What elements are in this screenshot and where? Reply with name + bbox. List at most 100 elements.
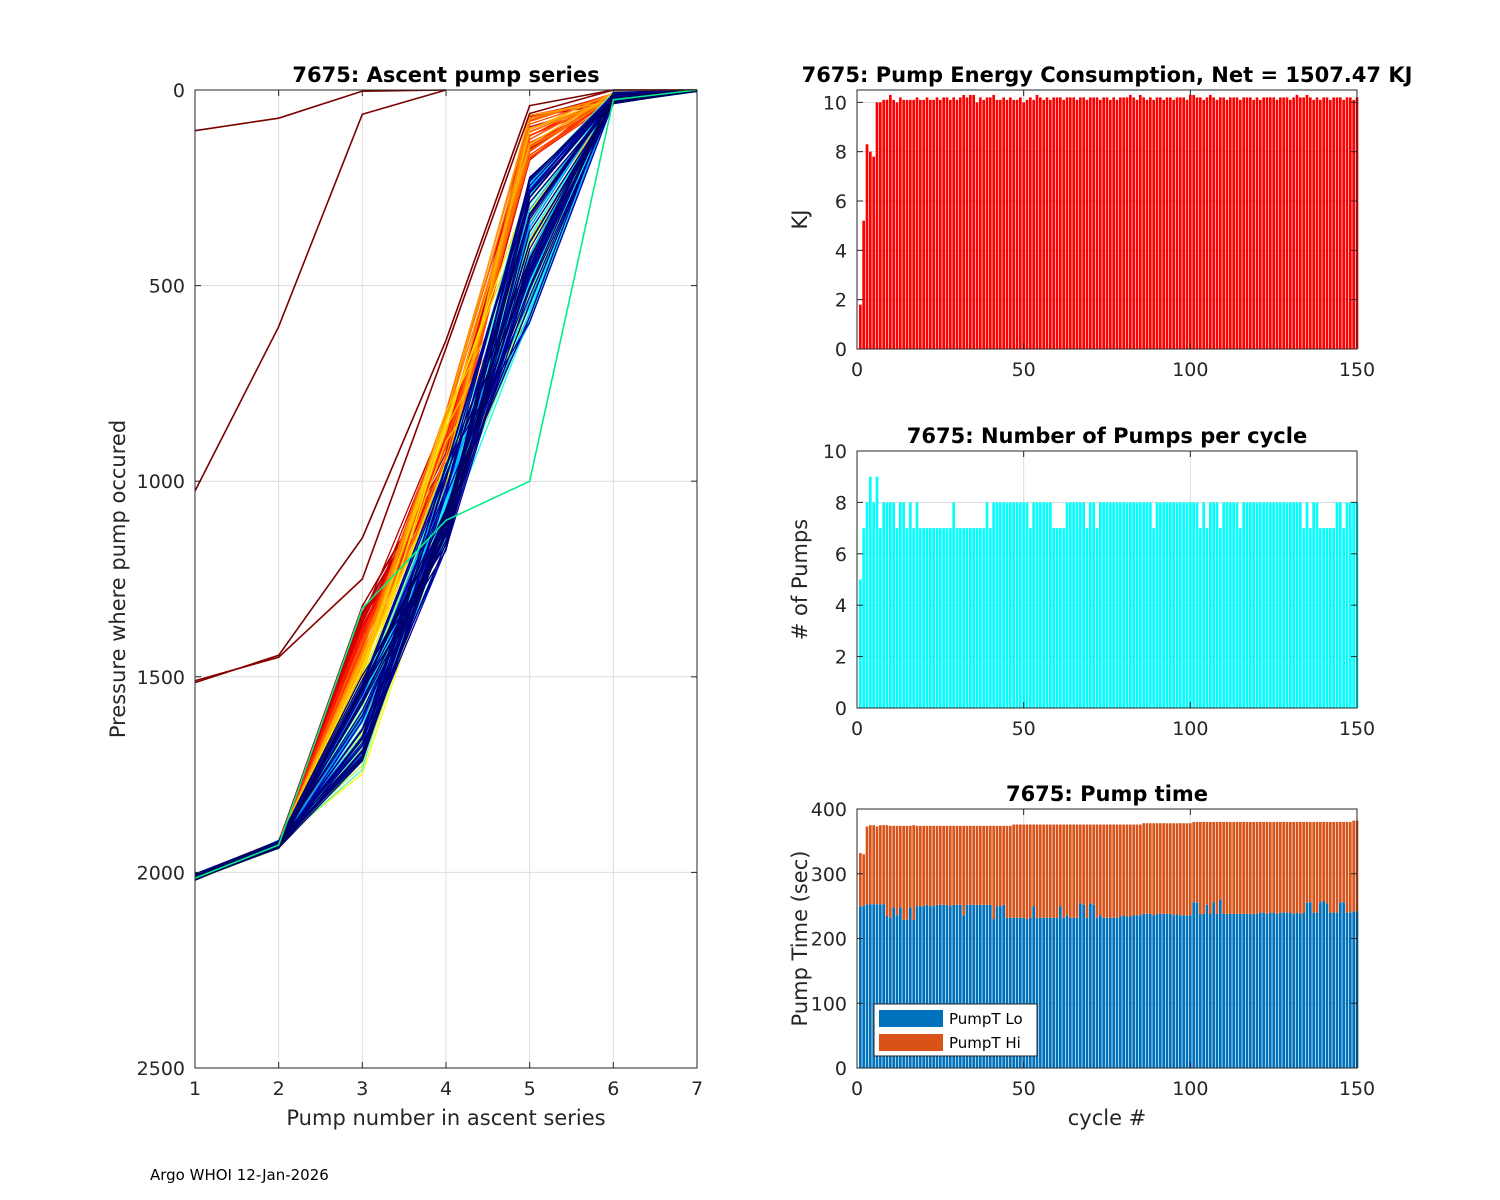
pumptime-bar-hi	[892, 825, 895, 908]
pumps-bar	[1315, 502, 1319, 708]
pumptime-bar-lo	[1222, 913, 1225, 1068]
energy-bar	[1249, 97, 1252, 350]
pumps-marks	[859, 476, 1359, 708]
energy-bar	[915, 97, 919, 350]
energy-bar	[1245, 97, 1249, 350]
pumps-ytick-label: 6	[835, 544, 847, 566]
pumptime-xtick-label: 150	[1339, 1078, 1375, 1100]
energy-bar	[942, 97, 945, 350]
pumptime-bar-hi	[1135, 824, 1139, 916]
energy-bar	[1265, 97, 1269, 350]
ascent-xtick-label: 1	[189, 1078, 201, 1100]
energy-bar	[925, 97, 929, 350]
energy-bar	[1075, 99, 1079, 349]
pumps-ytick-label: 0	[835, 698, 847, 720]
energy-bar	[1099, 99, 1102, 349]
energy-bar	[1032, 99, 1035, 349]
pumptime-bar-lo	[1155, 913, 1159, 1068]
energy-bar	[889, 94, 892, 349]
pumptime-bar-hi	[1179, 823, 1182, 916]
pumptime-bar-lo	[1192, 902, 1195, 1068]
pumptime-bar-hi	[1255, 821, 1259, 914]
pumptime-bar-lo	[1052, 917, 1055, 1068]
pumptime-bar-lo	[1142, 913, 1145, 1068]
pumptime-bar-hi	[1172, 823, 1175, 916]
pumptime-bar-hi	[1159, 823, 1162, 914]
pumps-bar	[1242, 502, 1245, 708]
pumptime-bar-hi	[1229, 821, 1232, 914]
pumptime-frame: 0 50 100 150 0 100 200 300 400 7675: Pump time cyc…	[788, 782, 1375, 1130]
pumps-bar	[1159, 502, 1162, 708]
pumps-bar	[1145, 502, 1149, 708]
legend-swatch	[879, 1010, 943, 1027]
energy-bar	[1319, 99, 1322, 349]
pumptime-bar-hi	[1342, 821, 1345, 903]
pumptime-bar-lo	[1305, 902, 1309, 1068]
pumptime-bar-hi	[1259, 821, 1262, 913]
pumps-bar	[1202, 502, 1205, 708]
pumptime-xtick-label: 100	[1172, 1078, 1208, 1100]
pumps-bar	[1085, 528, 1089, 708]
pumps-bar	[982, 528, 985, 708]
pumps-bar	[985, 502, 989, 708]
pumptime-bar-lo	[1302, 912, 1305, 1068]
pumptime-bar-hi	[995, 825, 999, 907]
energy-bar	[949, 99, 952, 349]
energy-bar	[892, 99, 895, 349]
pumps-bar	[922, 528, 925, 708]
pumptime-bar-lo	[969, 904, 972, 1068]
ascent-frame: 1 2 3 4 5 6 7 0 500 1000 1500 2000 2500 7675: Ascent …	[106, 63, 703, 1130]
energy-bar	[1165, 97, 1169, 350]
pumptime-bar-hi	[1295, 821, 1299, 913]
pumptime-bar-hi	[1339, 821, 1342, 903]
energy-bar	[962, 94, 965, 349]
pumps-ylabel: # of Pumps	[788, 519, 812, 641]
pumps-bar	[1209, 502, 1212, 708]
energy-bar	[895, 102, 899, 349]
pumptime-bar-hi	[1062, 824, 1065, 918]
pumps-bar	[872, 502, 875, 708]
pumptime-xtick-label: 0	[851, 1078, 863, 1100]
pumps-bar	[1072, 502, 1075, 708]
pumps-bar	[1062, 528, 1065, 708]
pumptime-bar-hi	[879, 825, 882, 905]
pumps-bar	[1339, 502, 1342, 708]
pumptime-bar-lo	[1315, 912, 1319, 1068]
pumptime-bar-lo	[1115, 917, 1119, 1068]
energy-ytick-label: 6	[835, 191, 847, 213]
pumptime-title: 7675: Pump time	[1006, 782, 1208, 806]
pumptime-bar-lo	[989, 904, 992, 1068]
pumps-bar	[909, 502, 912, 708]
pumps-bar	[1175, 502, 1179, 708]
pumptime-bar-hi	[1205, 821, 1209, 905]
energy-bar	[992, 94, 995, 349]
pumptime-bar-lo	[1169, 913, 1172, 1068]
pumptime-bar-lo	[972, 904, 975, 1068]
energy-bar	[985, 97, 989, 350]
energy-title: 7675: Pump Energy Consumption, Net = 150…	[802, 63, 1413, 87]
pumptime-bar-hi	[905, 825, 909, 920]
pumptime-bar-lo	[945, 904, 949, 1068]
pumptime-bar-lo	[1049, 917, 1052, 1068]
pumptime-bar-lo	[919, 906, 922, 1068]
energy-xtick-label: 50	[1012, 359, 1036, 381]
pumptime-bar-hi	[1092, 824, 1095, 905]
pumptime-bar-hi	[1319, 821, 1322, 903]
pumptime-bar-hi	[1225, 821, 1229, 914]
pumps-bar	[925, 528, 929, 708]
energy-bar	[1192, 94, 1195, 349]
pumptime-bar-lo	[1162, 913, 1165, 1068]
pumps-bar	[1169, 502, 1172, 708]
pumps-bar	[1235, 502, 1239, 708]
pumptime-bar-lo	[1025, 919, 1029, 1068]
pumps-bar	[1272, 502, 1275, 708]
pumptime-ylabel: Pump Time (sec)	[788, 851, 812, 1027]
pumps-bar	[1042, 502, 1045, 708]
pumptime-bar-hi	[1185, 823, 1189, 916]
pumptime-bar-lo	[1072, 917, 1075, 1068]
pumptime-bar-hi	[885, 825, 889, 916]
pumptime-bar-lo	[1089, 903, 1092, 1068]
energy-bar	[1335, 97, 1339, 350]
pumptime-bar-lo	[1205, 904, 1209, 1068]
pumptime-bar-lo	[875, 904, 879, 1068]
